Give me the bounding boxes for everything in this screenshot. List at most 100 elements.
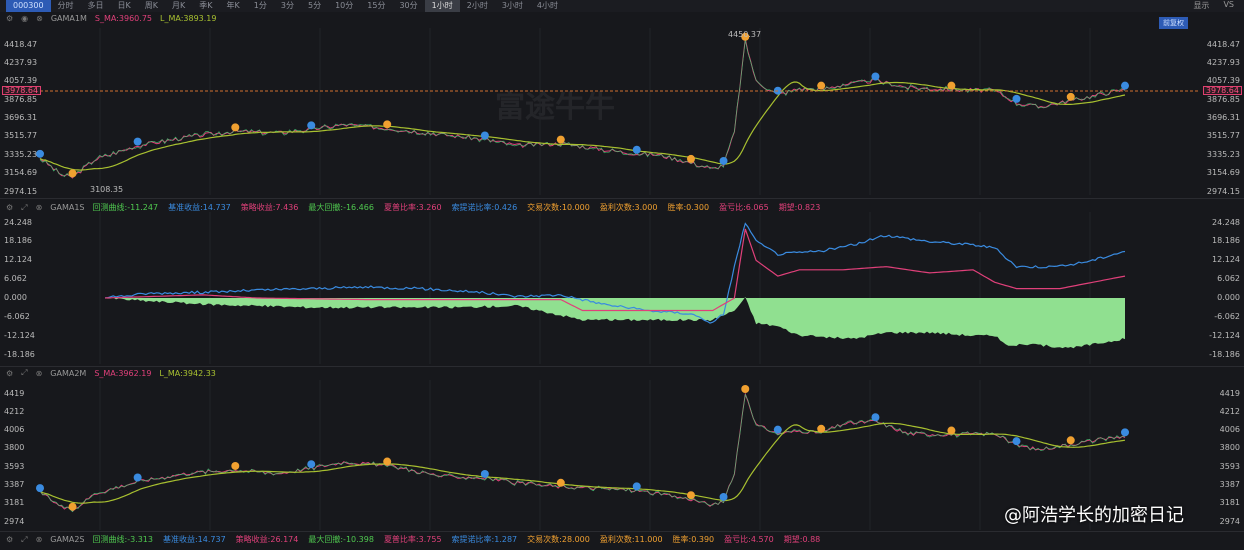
period-tab[interactable]: 3分 [280,1,294,10]
period-tab[interactable]: 3小时 [501,1,523,10]
trade-marker [1066,436,1075,445]
current-price-tag-right: 3978.64 [1202,86,1242,95]
period-tab[interactable]: 分时 [57,1,74,10]
axis-tick-label: 3696.31 [4,113,38,122]
close-icon[interactable]: ⊗ [35,203,43,212]
eye-icon[interactable]: ◉ [21,14,29,23]
price-line [39,392,1126,513]
backtest-stats: 回测曲线:-11.247 基准收益:14.737 策略收益:7.436 最大回撤:-1… [93,202,821,213]
backtest-stat: 胜率:0.300 [667,203,710,212]
axis-tick-label: 4212 [1219,406,1240,416]
axis-tick-label: 2974 [4,516,25,526]
axis-tick-label: 3800 [4,443,25,453]
period-tab[interactable]: 30分 [399,1,418,10]
axis-tick-label: -12.124 [1209,330,1240,340]
backtest-stat: 最大回撤:-10.398 [308,535,374,544]
trade-marker [68,502,77,511]
period-tab[interactable]: 15分 [367,1,386,10]
adjust-button[interactable]: 前复权 [1159,17,1188,29]
trade-marker [133,473,142,482]
axis-tick-label: -6.062 [4,311,30,321]
indicator-name[interactable]: GAMA1M [50,14,87,23]
period-tab[interactable]: 4小时 [536,1,559,10]
indicator-name[interactable]: GAMA1S [50,203,85,212]
axis-tick-label: 3154.69 [1206,168,1240,178]
trade-marker [741,385,750,393]
backtest-stat: 基准收益:14.737 [168,203,231,212]
gear-icon[interactable]: ⚙ [6,14,14,23]
futu-watermark: 富途牛牛 [495,90,615,125]
high-label: 4450.37 [728,30,762,39]
backtest-stat: 夏普比率:3.260 [383,203,442,212]
trade-marker [773,425,782,434]
period-tab[interactable]: 1分 [253,1,267,10]
backtest-stat: 回测曲线:-3.313 [92,535,153,544]
axis-tick-label: 4237.93 [1206,57,1240,67]
close-icon[interactable]: ⊗ [36,14,43,23]
s-ma-value: S_MA:3960.75 [94,14,152,23]
period-tab[interactable]: 周K [144,1,159,10]
gear-icon[interactable]: ⚙ [6,535,14,544]
backtest-stat: 盈利次数:3.000 [599,203,658,212]
backtest-stat: 期望:0.88 [783,535,821,544]
axis-tick-label: 4419 [4,388,25,398]
expand-icon[interactable]: ⤢ [21,534,28,544]
axis-tick-label: 12.124 [1212,255,1240,265]
backtest-stat: 交易次数:10.000 [527,203,590,212]
period-tab[interactable]: 年K [226,1,240,10]
axis-tick-label: 12.124 [4,255,32,265]
divider [0,198,1244,199]
axis-tick-label: 4006 [1219,425,1240,435]
axis-tick-label: 3593 [4,461,25,471]
period-tab[interactable]: 10分 [335,1,354,10]
period-tab[interactable]: 日K [117,1,131,10]
indicator-name[interactable]: GAMA2M [50,368,87,378]
trade-marker [687,154,695,163]
period-tab[interactable]: 月K [172,1,186,10]
stock-code[interactable]: 000300 [6,0,51,12]
axis-tick-label: 4419 [1219,388,1240,398]
backtest-stat: 索提诺比率:0.426 [451,203,518,212]
axis-tick-label: 18.186 [4,236,32,246]
backtest-stats: 回测曲线:-3.313 基准收益:14.737 策略收益:26.174 最大回撤:-1… [93,534,821,545]
axis-tick-label: 6.062 [1217,274,1240,284]
period-tab[interactable]: 2小时 [466,1,488,10]
gear-icon[interactable]: ⚙ [6,368,14,378]
expand-icon[interactable]: ⤢ [21,368,28,377]
vs-button[interactable]: VS [1223,0,1234,9]
period-tab[interactable]: 1小时 [424,0,460,12]
axis-tick-label: -18.186 [4,349,35,359]
trade-marker [36,484,44,493]
display-menu[interactable]: 显示 [1193,1,1210,10]
trade-marker [947,426,956,435]
axis-tick-label: 3335.23 [1206,149,1240,159]
period-tab[interactable]: 季K [199,1,213,10]
axis-tick-label: 4057.39 [4,76,38,86]
period-tabs: 分时 多日 日K 周K 月K 季K 年K 1分 3分 5分 10分 15分 30分 1小时 2小时 3小时 4小… [51,0,565,12]
axis-tick-label: 4006 [4,425,25,435]
axis-tick-label: 3696.31 [1206,113,1240,122]
trade-marker [1012,94,1021,103]
trade-marker [133,137,142,146]
period-tab[interactable]: 多日 [87,1,104,10]
trade-marker [1121,81,1129,90]
gear-icon[interactable]: ⚙ [6,203,14,212]
price-line [39,38,1126,179]
trade-marker [1121,428,1129,437]
close-icon[interactable]: ⊗ [35,535,43,544]
axis-tick-label: 3154.69 [4,168,38,178]
backtest-stat: 夏普比率:3.755 [383,535,442,544]
close-icon[interactable]: ⊗ [35,368,43,378]
axis-tick-label: 3181 [4,498,25,508]
current-price-tag-left: 3978.64 [2,86,42,95]
trade-marker [556,135,565,144]
trade-marker [231,123,240,132]
trade-marker [307,121,316,130]
trade-marker [719,492,728,501]
indicator-name[interactable]: GAMA2S [50,535,85,544]
axis-tick-label: -18.186 [1209,349,1240,359]
backtest-stat: 胜率:0.390 [672,535,715,544]
period-tab[interactable]: 5分 [307,1,322,10]
expand-icon[interactable]: ⤢ [21,202,28,212]
